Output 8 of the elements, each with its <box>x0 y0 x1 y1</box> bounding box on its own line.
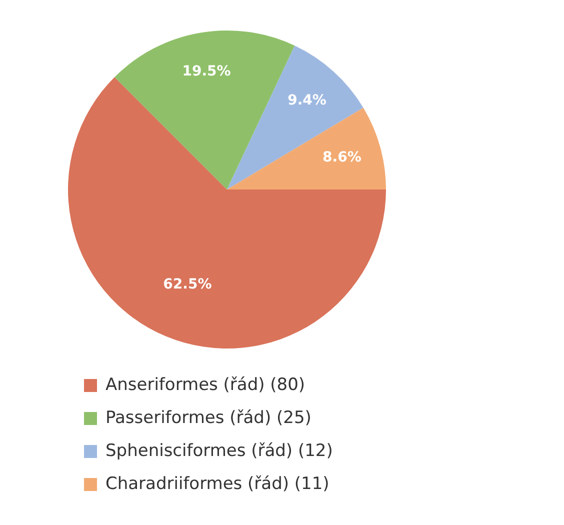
legend-label: Anseriformes (řád) (80) <box>106 374 306 395</box>
data-label: 62.5% <box>163 276 212 293</box>
data-label: 19.5% <box>182 64 231 80</box>
legend-label: Passeriformes (řád) (25) <box>106 408 312 428</box>
data-label: 9.4% <box>288 92 326 109</box>
legend-label: Sphenisciformes (řád) (12) <box>106 440 333 461</box>
legend-label: Charadriiformes (řád) (11) <box>106 474 330 494</box>
data-label: 8.6% <box>322 149 362 166</box>
